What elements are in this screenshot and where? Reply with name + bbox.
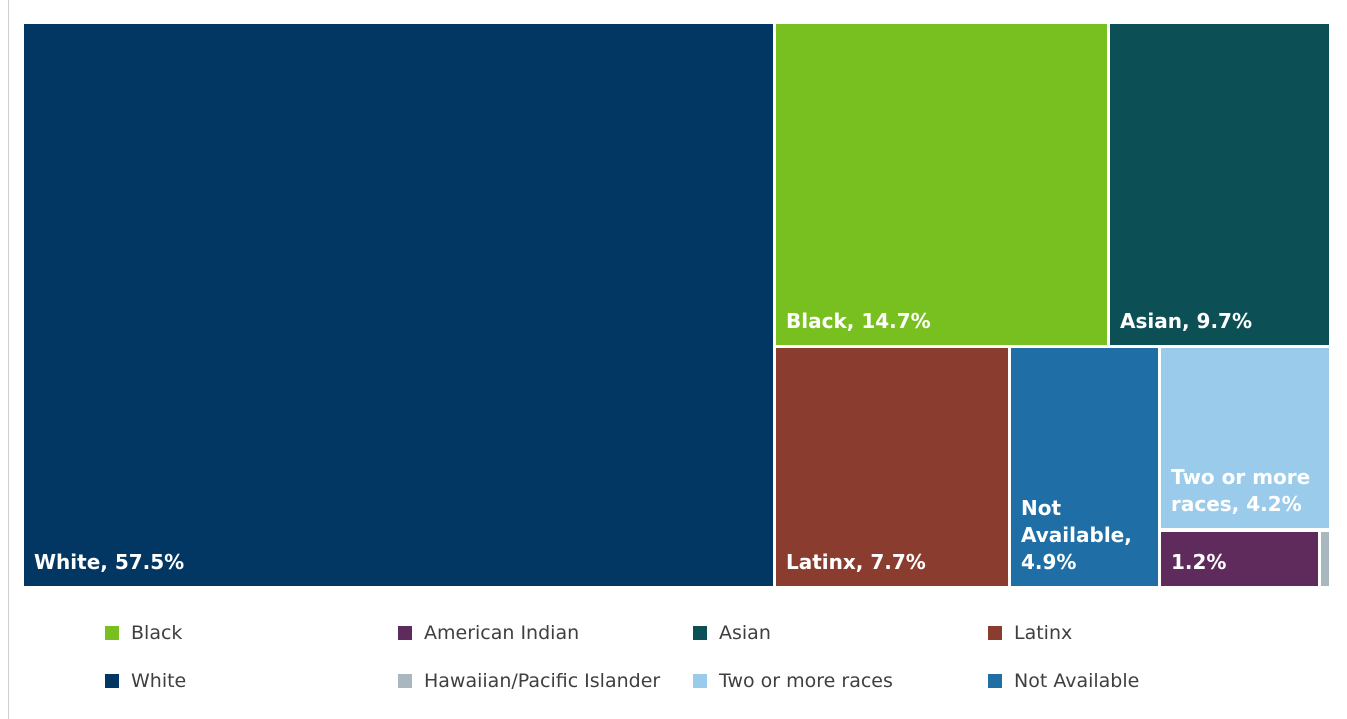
- legend-swatch: [398, 626, 412, 640]
- tile-hawaiian: [1321, 532, 1329, 586]
- legend-swatch: [105, 674, 119, 688]
- legend-item: Two or more races: [693, 669, 893, 693]
- tile-latinx: Latinx, 7.7%: [776, 348, 1008, 586]
- legend-swatch: [988, 626, 1002, 640]
- legend-swatch: [398, 674, 412, 688]
- legend-label: Two or more races: [719, 670, 893, 692]
- legend-label: Black: [131, 622, 183, 644]
- legend-item: Hawaiian/Pacific Islander: [398, 669, 660, 693]
- legend-swatch: [693, 674, 707, 688]
- legend-label: Not Available: [1014, 670, 1140, 692]
- legend-item: Asian: [693, 621, 771, 645]
- tile-label-white: White, 57.5%: [34, 550, 185, 574]
- tile-label-not-available: Not Available, 4.9%: [1021, 496, 1132, 574]
- legend-label: White: [131, 670, 187, 692]
- tile-label-black: Black, 14.7%: [786, 309, 931, 333]
- left-border: [8, 0, 9, 719]
- tile-not-available: Not Available, 4.9%: [1011, 348, 1158, 586]
- legend-label: Hawaiian/Pacific Islander: [424, 670, 661, 692]
- tile-label-two-or-more: Two or more races, 4.2%: [1171, 465, 1311, 516]
- tile-label-latinx: Latinx, 7.7%: [786, 550, 926, 574]
- legend-item: Not Available: [988, 669, 1139, 693]
- legend-label: Latinx: [1014, 622, 1073, 644]
- tile-black: Black, 14.7%: [776, 24, 1107, 345]
- legend-item: Latinx: [988, 621, 1072, 645]
- tile-label-asian: Asian, 9.7%: [1120, 309, 1253, 333]
- legend-swatch: [693, 626, 707, 640]
- legend-swatch: [988, 674, 1002, 688]
- tile-label-american-indian: 1.2%: [1171, 550, 1227, 574]
- tile-white: White, 57.5%: [24, 24, 773, 586]
- tile-american-indian: 1.2%: [1161, 532, 1318, 586]
- legend-label: American Indian: [424, 622, 580, 644]
- tile-asian: Asian, 9.7%: [1110, 24, 1329, 345]
- legend-label: Asian: [719, 622, 771, 644]
- legend-swatch: [105, 626, 119, 640]
- legend-item: American Indian: [398, 621, 579, 645]
- tile-two-or-more: Two or more races, 4.2%: [1161, 348, 1329, 528]
- legend-item: White: [105, 669, 186, 693]
- legend-item: Black: [105, 621, 182, 645]
